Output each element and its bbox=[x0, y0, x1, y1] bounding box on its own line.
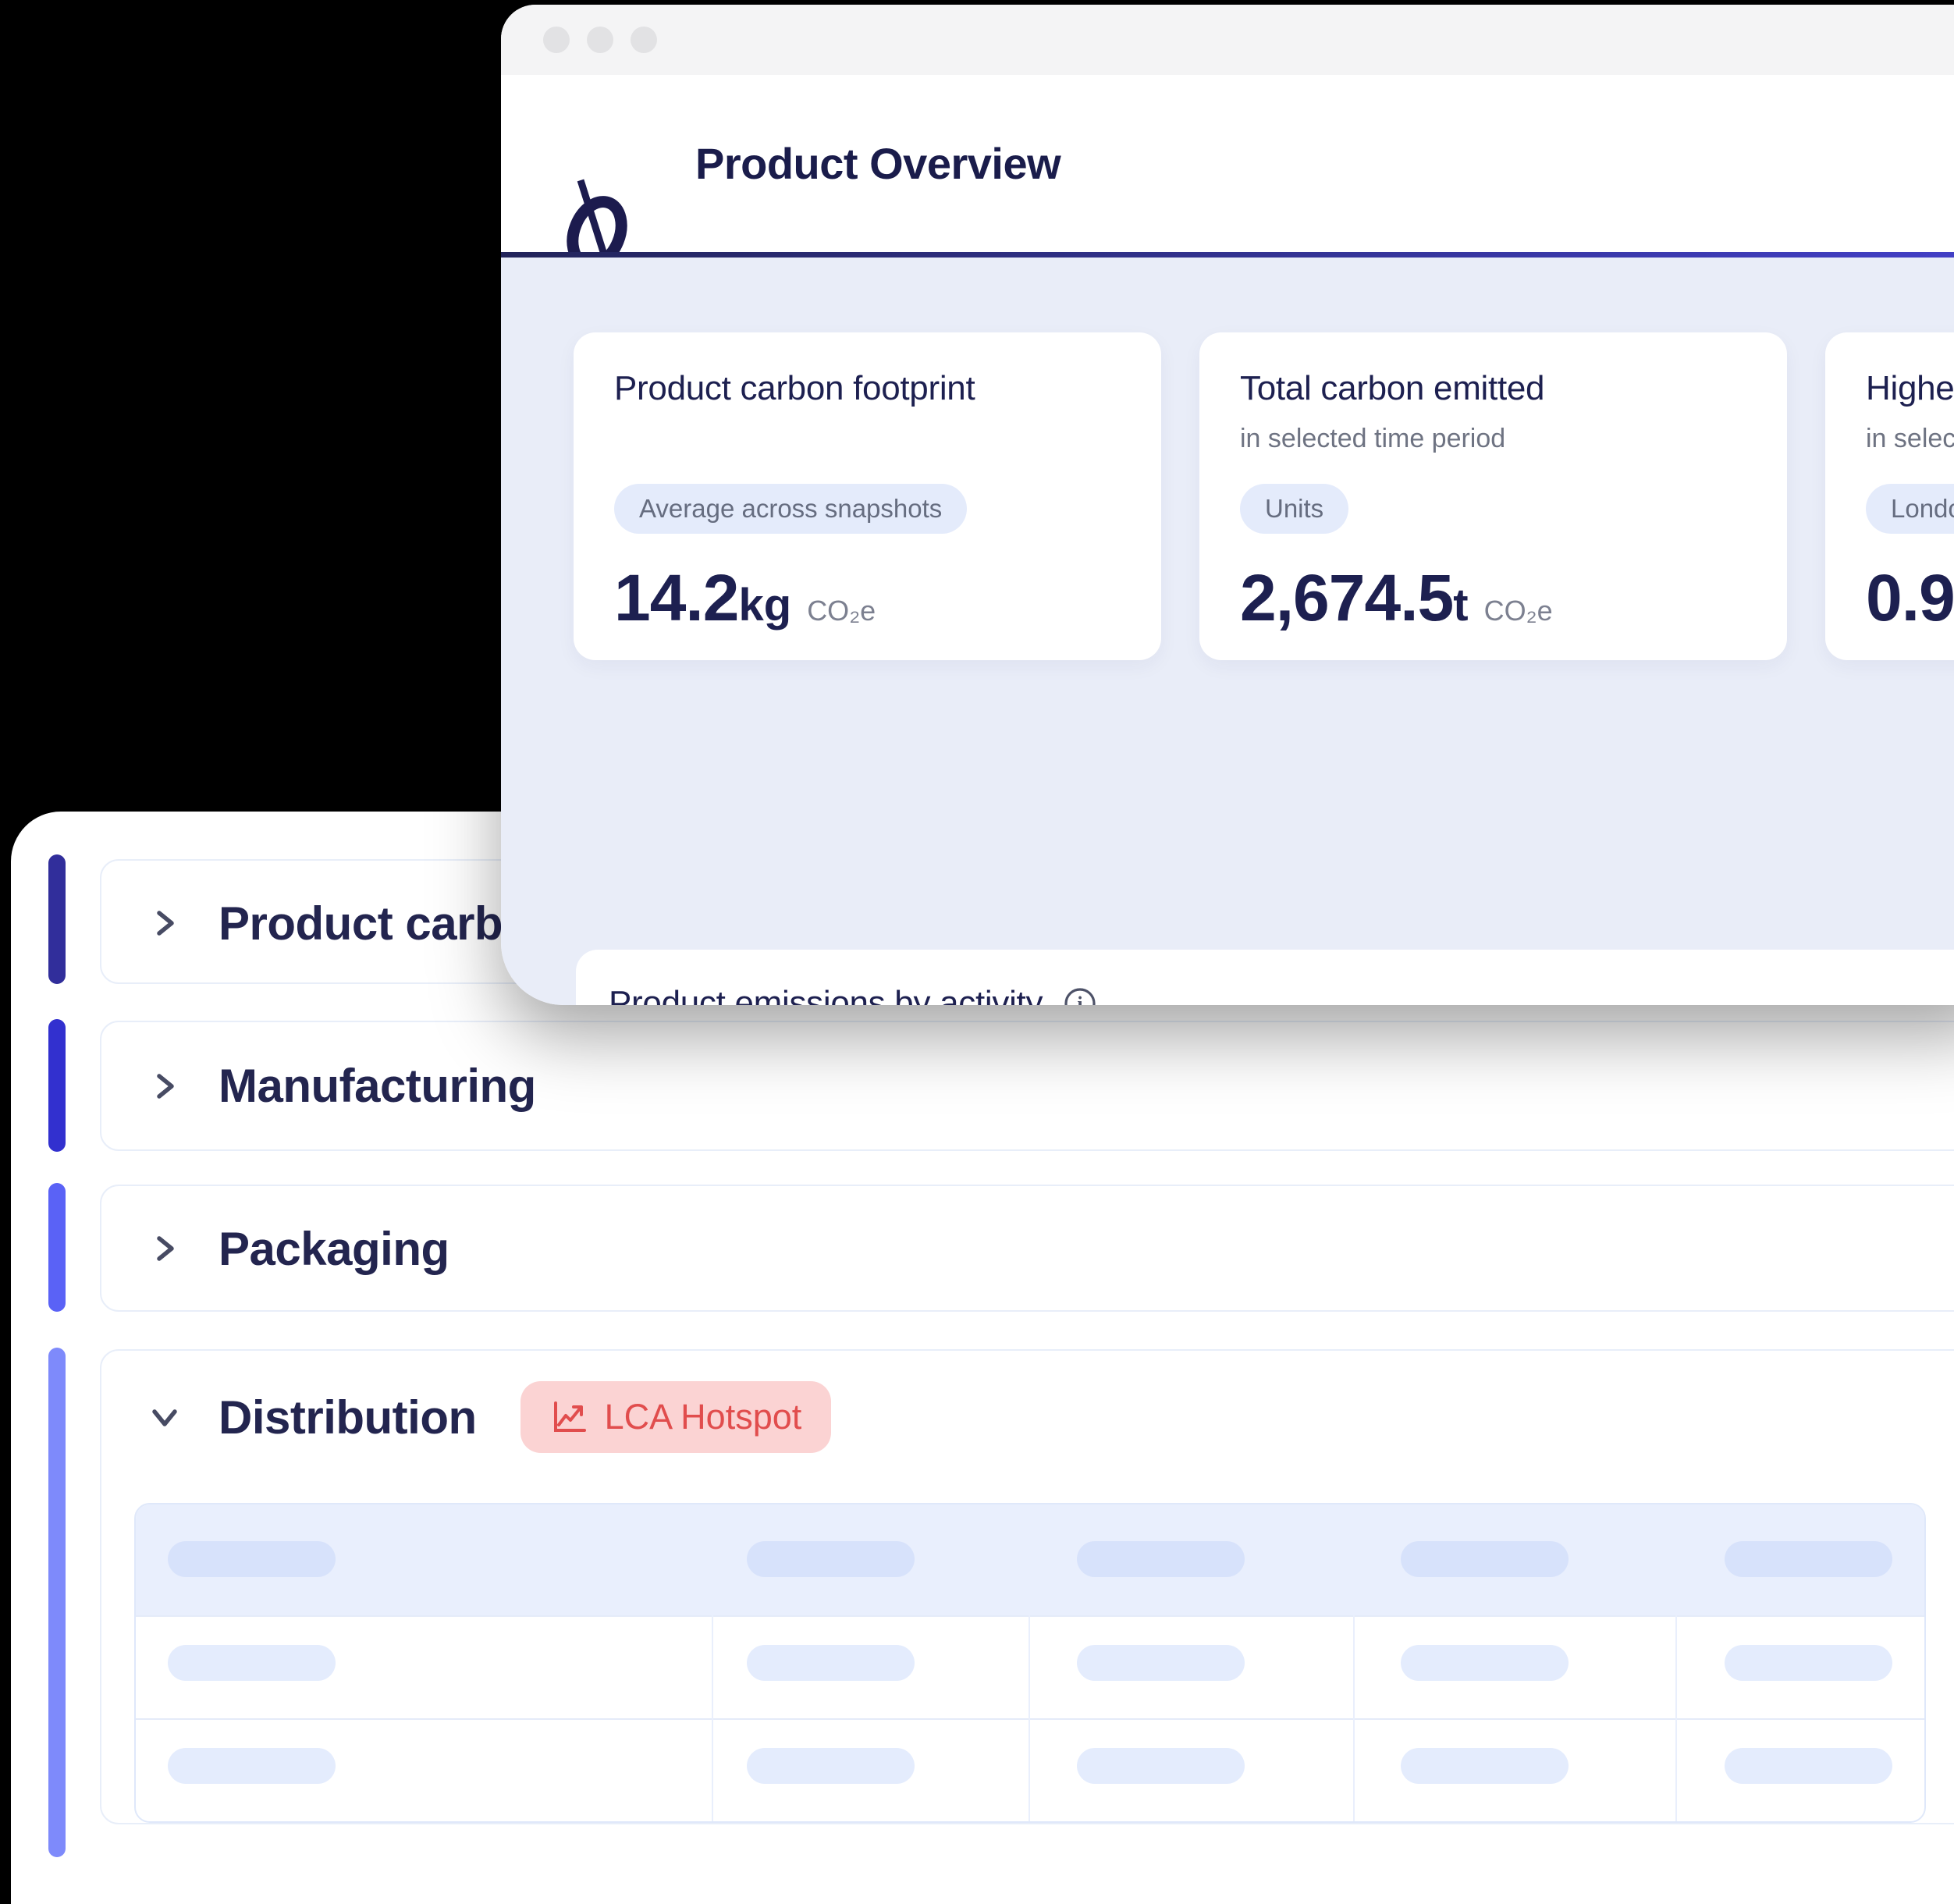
accordion-header[interactable]: Manufacturing bbox=[101, 1022, 1954, 1149]
stat-card-subtitle: in selecte bbox=[1866, 424, 1954, 453]
accordion-row-packaging[interactable]: Packaging bbox=[100, 1185, 1954, 1312]
placeholder-pill bbox=[1401, 1748, 1569, 1784]
dashboard-body: Product carbon footprint Average across … bbox=[501, 258, 1954, 1005]
value-unit: kg bbox=[738, 580, 792, 631]
stat-card-value: 14.2 kg CO₂e bbox=[614, 560, 876, 636]
window-control-minimize[interactable] bbox=[587, 27, 613, 53]
distribution-table-skeleton bbox=[134, 1503, 1926, 1823]
stat-card-value: 2,674.5 t CO₂e bbox=[1240, 560, 1553, 636]
app-window: Product Overview Product carbon footprin… bbox=[501, 5, 1954, 1005]
window-control-close[interactable] bbox=[543, 27, 570, 53]
placeholder-pill bbox=[1401, 1541, 1569, 1577]
stat-card-carbon-footprint: Product carbon footprint Average across … bbox=[574, 332, 1161, 660]
stat-card-chip: Londo bbox=[1866, 484, 1954, 534]
accordion-row-manufacturing[interactable]: Manufacturing bbox=[100, 1021, 1954, 1151]
stat-card-subtitle: in selected time period bbox=[1240, 424, 1506, 453]
chevron-down-icon bbox=[152, 1409, 177, 1426]
page-title: Product Overview bbox=[695, 139, 1061, 188]
stat-card-value: 0.9 bbox=[1866, 560, 1954, 636]
stat-card-title: Product carbon footprint bbox=[614, 369, 975, 407]
accent-bar-distribution bbox=[48, 1348, 66, 1857]
accordion-label: Manufacturing bbox=[218, 1060, 536, 1112]
accordion-label: Distribution bbox=[218, 1391, 477, 1444]
svg-text:i: i bbox=[1078, 993, 1083, 1005]
accordion-header[interactable]: Distribution LCA Hotspot bbox=[101, 1351, 1954, 1483]
lca-hotspot-badge: LCA Hotspot bbox=[520, 1381, 832, 1453]
stat-card-chip: Average across snapshots bbox=[614, 484, 968, 534]
chevron-right-icon bbox=[157, 1236, 174, 1261]
placeholder-pill bbox=[1077, 1541, 1245, 1577]
accent-bar-manufacturing bbox=[48, 1019, 66, 1152]
table-header-band bbox=[136, 1504, 1924, 1615]
lca-hotspot-label: LCA Hotspot bbox=[604, 1397, 802, 1437]
emissions-by-activity-card: Product emissions by activity i Material… bbox=[576, 950, 1954, 1005]
placeholder-pill bbox=[1725, 1748, 1892, 1784]
window-titlebar bbox=[501, 5, 1954, 75]
stat-card-highest-emitting: Highe in selecte Londo 0.9 bbox=[1825, 332, 1954, 660]
trend-chart-icon bbox=[553, 1401, 586, 1432]
accent-bar-product-carbon bbox=[48, 854, 66, 984]
value-number: 2,674.5 bbox=[1240, 561, 1454, 634]
window-header: Product Overview bbox=[501, 75, 1954, 288]
accordion-row-distribution[interactable]: Distribution LCA Hotspot bbox=[100, 1349, 1954, 1824]
chevron-right-icon bbox=[157, 1073, 174, 1099]
placeholder-pill bbox=[168, 1541, 336, 1577]
stat-card-title: Highe bbox=[1866, 369, 1954, 407]
chevron-right-icon bbox=[157, 911, 174, 936]
placeholder-pill bbox=[1077, 1748, 1245, 1784]
value-number: 14.2 bbox=[614, 561, 739, 634]
accordion-header[interactable]: Packaging bbox=[101, 1186, 1954, 1311]
emissions-card-title: Product emissions by activity bbox=[609, 984, 1043, 1005]
window-control-maximize[interactable] bbox=[631, 27, 657, 53]
value-unit: t bbox=[1453, 580, 1469, 631]
accordion-label: Packaging bbox=[218, 1222, 449, 1275]
placeholder-pill bbox=[747, 1748, 915, 1784]
placeholder-pill bbox=[168, 1645, 336, 1681]
stat-card-total-carbon: Total carbon emitted in selected time pe… bbox=[1199, 332, 1787, 660]
stat-card-chip: Units bbox=[1240, 484, 1349, 534]
placeholder-pill bbox=[1077, 1645, 1245, 1681]
placeholder-pill bbox=[1725, 1645, 1892, 1681]
stat-card-title: Total carbon emitted bbox=[1240, 369, 1545, 407]
info-icon[interactable]: i bbox=[1063, 986, 1097, 1005]
value-suffix: CO₂e bbox=[807, 595, 876, 627]
placeholder-pill bbox=[1401, 1645, 1569, 1681]
value-suffix: CO₂e bbox=[1483, 595, 1553, 627]
accent-bar-packaging bbox=[48, 1183, 66, 1312]
header-divider bbox=[501, 252, 1954, 258]
value-number: 0.9 bbox=[1866, 561, 1954, 634]
placeholder-pill bbox=[747, 1541, 915, 1577]
placeholder-pill bbox=[1725, 1541, 1892, 1577]
placeholder-pill bbox=[168, 1748, 336, 1784]
placeholder-pill bbox=[747, 1645, 915, 1681]
